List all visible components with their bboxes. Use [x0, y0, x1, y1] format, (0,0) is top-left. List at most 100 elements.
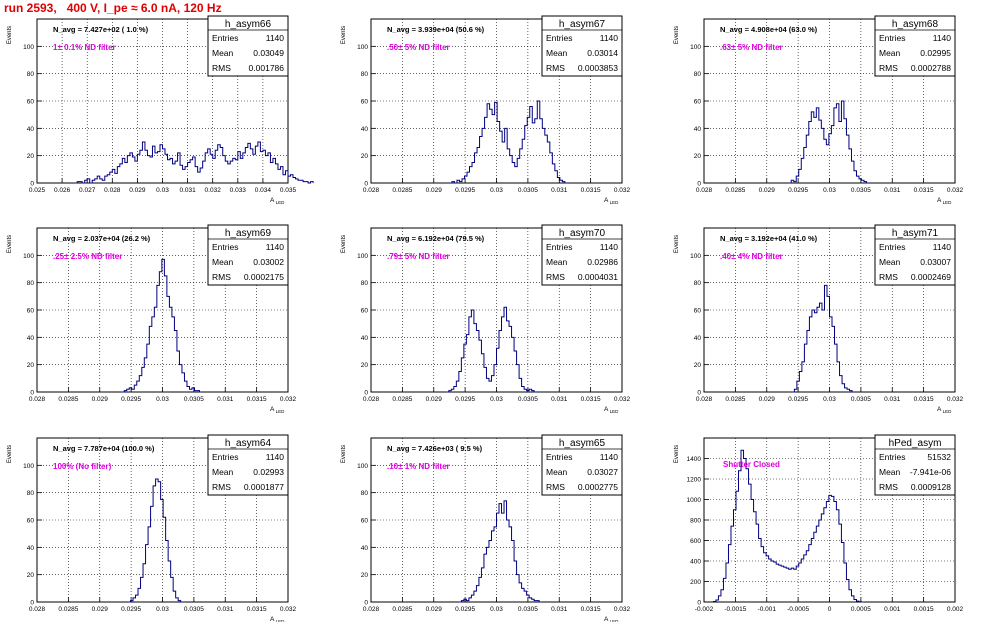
filter-label: .79± 5% ND filter [387, 252, 450, 261]
stats-title: h_asym67 [559, 19, 606, 30]
x-tick-label: 0.035 [280, 187, 297, 194]
stats-rms-label: RMS [879, 482, 898, 492]
y-axis-label: Events [341, 26, 347, 44]
stats-entries-value: 1140 [933, 242, 952, 252]
y-tick-label: 400 [690, 559, 701, 566]
filter-label: 1± 0.1% ND filter [53, 43, 116, 52]
stats-mean-value: 0.03007 [920, 257, 951, 267]
x-tick-label: 0.0295 [788, 396, 808, 403]
navg-label: N_avg = 2.037e+04 (26.2 %) [53, 234, 151, 243]
y-tick-label: 0 [364, 390, 368, 397]
stats-rms-value: 0.001786 [249, 63, 285, 73]
x-axis-label: A LED [270, 406, 285, 414]
stats-entries-value: 1140 [933, 33, 952, 43]
x-tick-label: 0.032 [614, 187, 631, 194]
y-tick-label: 1400 [687, 456, 702, 463]
x-tick-label: 0.0015 [914, 606, 934, 613]
filter-label: .10± 1% ND filter [387, 462, 450, 471]
stats-mean-label: Mean [879, 48, 901, 58]
stats-entries-value: 1140 [600, 33, 619, 43]
stats-rms-value: 0.0002775 [578, 482, 618, 492]
x-tick-label: 0.029 [759, 396, 776, 403]
stats-rms-label: RMS [212, 272, 231, 282]
histogram-line [74, 141, 314, 184]
x-tick-label: 0.03 [156, 187, 169, 194]
y-tick-label: 0 [697, 181, 701, 188]
y-tick-label: 80 [27, 490, 35, 497]
histogram-line [712, 449, 865, 603]
y-axis-label: Events [7, 235, 13, 253]
y-tick-label: 200 [690, 579, 701, 586]
x-tick-label: 0.002 [947, 606, 964, 613]
x-tick-label: 0.0315 [247, 606, 267, 613]
x-tick-label: 0.033 [230, 187, 247, 194]
histogram-line [449, 100, 568, 184]
y-tick-label: 0 [697, 600, 701, 607]
x-tick-label: 0.027 [79, 187, 96, 194]
y-axis-label: Events [7, 26, 13, 44]
x-tick-label: 0.029 [92, 396, 109, 403]
x-tick-label: 0.0305 [851, 187, 871, 194]
stats-mean-value: 0.03027 [587, 467, 618, 477]
y-tick-label: 80 [27, 280, 35, 287]
histogram-hPed_asym: -0.002 -0.0015 -0.001 -0.0005 0 0.0005 0.001 0.… [674, 434, 964, 613]
stats-mean-label: Mean [546, 257, 568, 267]
x-tick-label: 0.0305 [518, 606, 538, 613]
stats-box [874, 15, 956, 77]
stats-rms-label: RMS [879, 63, 898, 73]
x-tick-label: 0.0005 [851, 606, 871, 613]
y-tick-label: 80 [694, 71, 702, 78]
stats-entries-label: Entries [546, 242, 572, 252]
stats-entries-label: Entries [212, 242, 238, 252]
stats-mean-value: 0.03049 [253, 48, 284, 58]
histogram-line [791, 284, 855, 393]
x-tick-label: 0.0315 [581, 396, 601, 403]
x-tick-label: 0.0285 [392, 396, 412, 403]
x-tick-label: 0.0295 [121, 396, 141, 403]
filter-label: .25± 2.5% ND filter [53, 252, 122, 261]
stats-box [207, 15, 289, 77]
stats-mean-label: Mean [879, 467, 901, 477]
stats-entries-value: 1140 [600, 452, 619, 462]
x-tick-label: 0.03 [823, 187, 836, 194]
stats-rms-value: 0.0001877 [244, 482, 284, 492]
x-tick-label: 0.025 [29, 187, 46, 194]
x-tick-label: 0.03 [490, 606, 503, 613]
y-tick-label: 40 [694, 335, 702, 342]
x-tick-label: 0 [828, 606, 832, 613]
y-tick-label: 0 [30, 390, 34, 397]
histogram-line [127, 478, 184, 603]
x-tick-label: 0.032 [280, 396, 297, 403]
x-tick-label: -0.0005 [787, 606, 809, 613]
y-tick-label: 60 [694, 99, 702, 106]
stats-entries-value: 1140 [600, 242, 619, 252]
y-tick-label: 40 [361, 126, 369, 133]
y-tick-label: 20 [361, 362, 369, 369]
x-tick-label: 0.0295 [455, 187, 475, 194]
navg-label: N_avg = 3.192e+04 (41.0 %) [720, 234, 818, 243]
y-tick-label: 100 [357, 44, 368, 51]
histogram-line [788, 100, 870, 184]
y-tick-label: 80 [361, 280, 369, 287]
x-tick-label: 0.029 [92, 606, 109, 613]
y-tick-label: 40 [27, 545, 35, 552]
y-tick-label: 0 [364, 181, 368, 188]
stats-box [541, 224, 623, 286]
stats-rms-label: RMS [212, 482, 231, 492]
x-tick-label: 0.0295 [788, 187, 808, 194]
x-tick-label: 0.028 [104, 187, 121, 194]
stats-title: h_asym70 [559, 228, 606, 239]
x-tick-label: 0.029 [426, 396, 443, 403]
stats-title: hPed_asym [889, 438, 942, 449]
stats-title: h_asym66 [225, 19, 272, 30]
x-tick-label: 0.034 [255, 187, 272, 194]
y-tick-label: 60 [694, 308, 702, 315]
x-tick-label: 0.032 [280, 606, 297, 613]
stats-entries-label: Entries [546, 33, 572, 43]
y-tick-label: 40 [27, 126, 35, 133]
x-tick-label: 0.0305 [184, 396, 204, 403]
x-tick-label: 0.031 [551, 396, 568, 403]
x-tick-label: 0.029 [426, 606, 443, 613]
stats-title: h_asym64 [225, 438, 272, 449]
stats-entries-label: Entries [546, 452, 572, 462]
